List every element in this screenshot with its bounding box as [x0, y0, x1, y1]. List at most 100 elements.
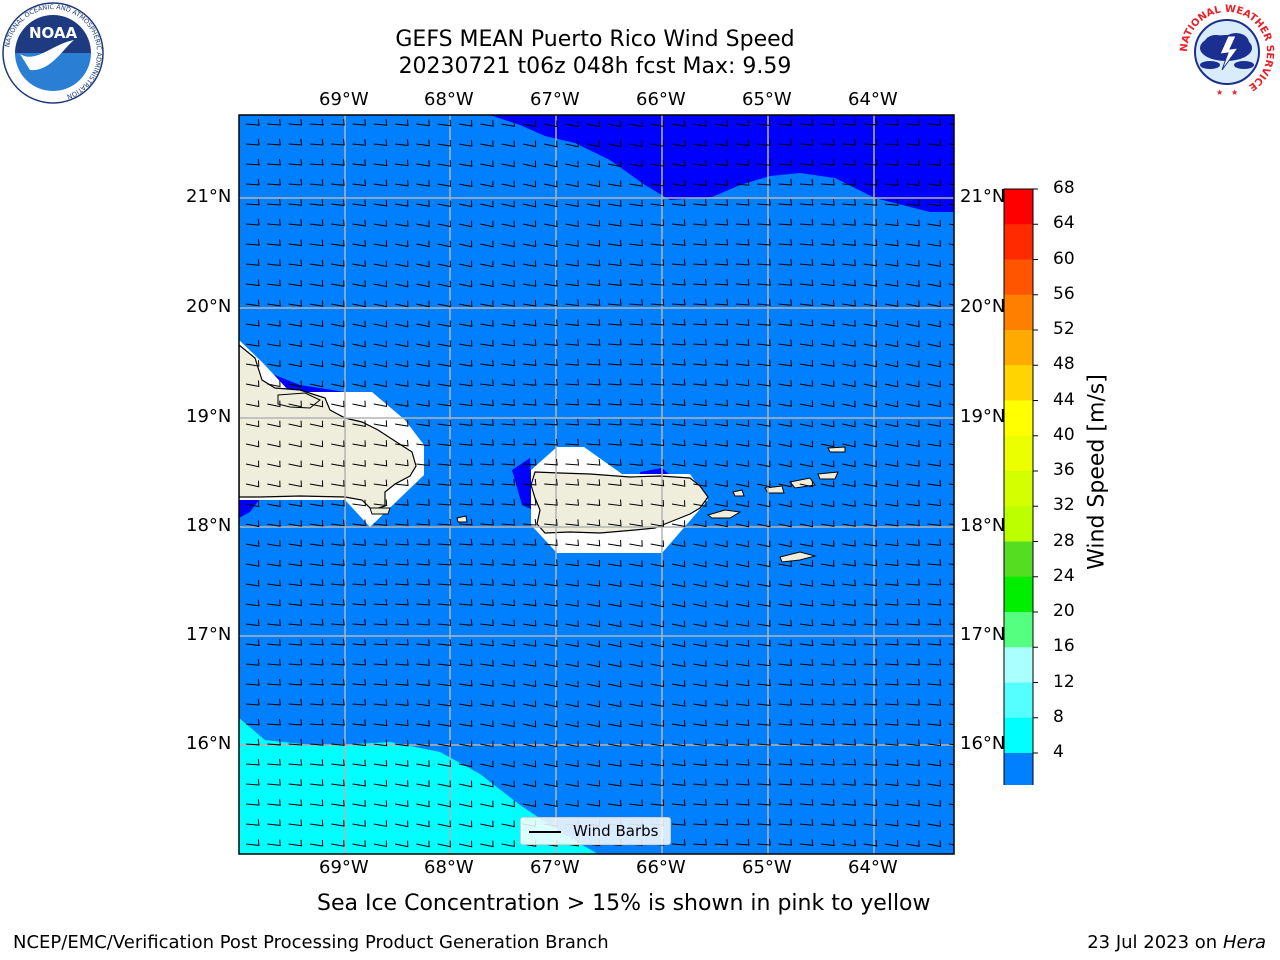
wind-barb	[821, 259, 835, 266]
wind-barb	[820, 420, 835, 428]
wind-barb-legend-line	[529, 831, 561, 833]
wind-barb	[842, 619, 856, 626]
wind-barb	[267, 420, 281, 428]
wind-barb	[416, 220, 430, 228]
wind-barb	[395, 380, 409, 388]
wind-barb	[948, 703, 954, 706]
wind-barb	[267, 480, 281, 488]
wind-barb	[778, 560, 792, 568]
wind-barb	[480, 240, 494, 248]
wind-barb	[671, 379, 686, 386]
wind-barb	[799, 738, 814, 746]
wind-barb	[863, 739, 878, 746]
wind-barb	[714, 278, 729, 286]
wind-barb	[437, 139, 452, 147]
wind-barb	[799, 440, 814, 448]
wind-barb	[607, 640, 622, 648]
colorbar-label: Wind Speed [m/s]	[1084, 374, 1110, 570]
wind-barb	[586, 279, 601, 287]
wind-barb	[608, 358, 622, 366]
wind-barb	[501, 518, 516, 526]
wind-barb	[352, 240, 366, 247]
wind-barb	[714, 318, 729, 326]
wind-barb	[267, 380, 281, 388]
wind-barb	[416, 159, 430, 167]
wind-barb	[480, 419, 494, 426]
wind-barb	[608, 279, 622, 286]
wind-barb	[437, 699, 452, 707]
wind-barb	[863, 380, 877, 388]
wind-barb	[309, 678, 324, 686]
wind-barb	[544, 180, 558, 188]
colorbar-tick-label: 32	[1053, 495, 1075, 516]
wind-barb	[245, 178, 260, 186]
wind-barb	[522, 680, 537, 688]
wind-barb	[735, 818, 750, 826]
wind-barb	[373, 360, 388, 368]
wind-barb	[586, 319, 601, 326]
wind-barb	[458, 498, 473, 506]
wind-barb	[437, 280, 451, 288]
wind-barb	[395, 638, 409, 646]
wind-barb	[480, 260, 494, 268]
wind-barb	[352, 300, 366, 308]
wind-barb	[352, 638, 367, 646]
wind-barb	[842, 540, 856, 547]
wind-barb	[671, 259, 686, 266]
wind-barb	[565, 180, 579, 188]
wind-barb	[799, 138, 814, 146]
wind-barb	[458, 340, 473, 347]
wind-barb	[884, 599, 899, 606]
wind-barb	[395, 159, 409, 167]
wind-barb	[458, 160, 473, 167]
wind-barb	[267, 698, 281, 706]
wind-barb	[288, 340, 302, 348]
wind-barb	[629, 219, 643, 227]
wind-barb	[863, 440, 877, 448]
wind-barb	[309, 219, 324, 227]
wind-barb	[948, 423, 954, 426]
wind-barb	[608, 439, 622, 446]
wind-barb	[267, 158, 281, 166]
wind-barb	[480, 800, 494, 808]
wind-barb	[416, 400, 430, 407]
wind-barb	[373, 179, 388, 187]
wind-barb	[309, 759, 324, 766]
wind-barb	[821, 219, 835, 226]
wind-barb	[288, 239, 303, 247]
wind-barb	[629, 620, 643, 628]
wind-barb	[757, 639, 771, 647]
svg-text:★: ★	[1216, 88, 1223, 97]
wind-barb	[735, 659, 750, 667]
wind-barb	[309, 179, 324, 186]
wind-barb	[480, 379, 494, 387]
wind-barb	[821, 659, 835, 666]
wind-barb	[735, 420, 750, 427]
wind-barb	[373, 658, 388, 666]
wind-barb	[757, 679, 771, 687]
wind-barb	[501, 438, 516, 446]
wind-barb	[757, 480, 771, 488]
wind-barb	[757, 440, 771, 448]
wind-barb	[671, 159, 686, 167]
wind-barb	[671, 560, 686, 568]
wind-barb	[608, 160, 622, 168]
wind-barb	[948, 163, 954, 166]
wind-barb	[629, 479, 643, 487]
wind-barb	[352, 820, 366, 827]
wind-barb	[778, 600, 792, 607]
wind-barb	[331, 799, 345, 807]
wind-barb	[693, 739, 707, 747]
wind-barb	[437, 180, 452, 187]
wind-barb	[778, 699, 792, 706]
wind-barb	[544, 160, 558, 168]
wind-barb	[309, 638, 324, 646]
wind-barb	[927, 300, 941, 308]
wind-barb	[416, 360, 430, 368]
wind-barb	[331, 840, 345, 847]
wind-barb	[906, 499, 920, 507]
wind-barb	[352, 618, 367, 626]
lon-label-top-69w: 69°W	[319, 89, 369, 110]
wind-barb	[757, 400, 771, 407]
wind-barb	[650, 620, 664, 628]
